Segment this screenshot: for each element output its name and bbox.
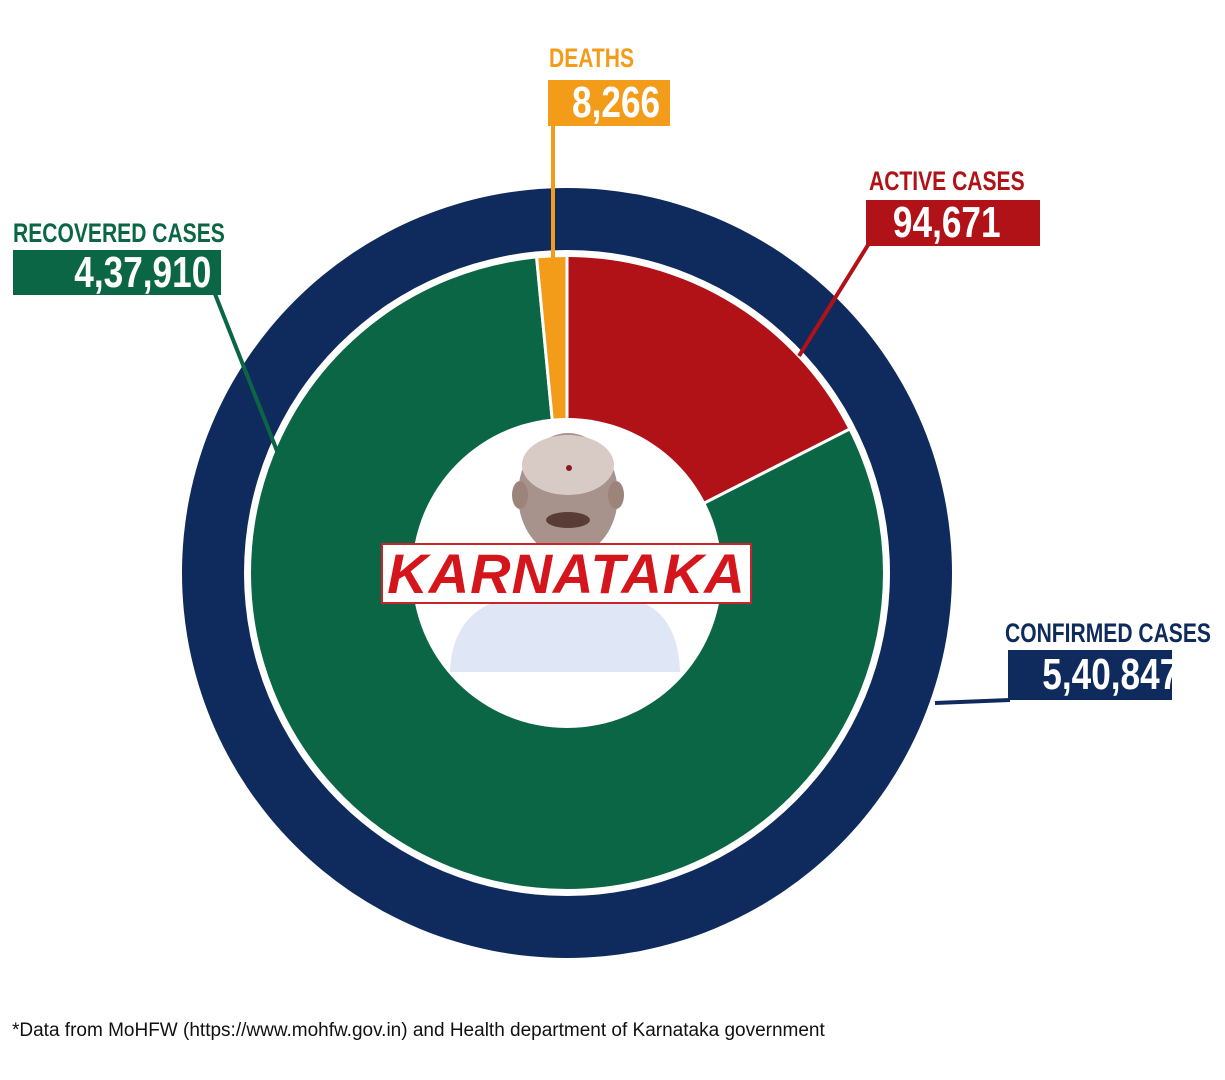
- active-label: ACTIVE CASES: [869, 166, 1025, 196]
- deaths-value: 8,266: [548, 80, 670, 126]
- recovered-leader-line: [213, 293, 281, 457]
- confirmed-label: CONFIRMED CASES: [1005, 618, 1211, 648]
- confirmed-value: 5,40,847: [1008, 650, 1179, 700]
- deaths-label: DEATHS: [549, 43, 635, 73]
- active-value: 94,671: [866, 200, 1040, 246]
- confirmed-leader-line: [934, 698, 1011, 705]
- recovered-value: 4,37,910: [13, 250, 221, 296]
- portrait-illustration: [450, 433, 680, 672]
- footnote: *Data from MoHFW (https://www.mohfw.gov.…: [12, 1020, 825, 1041]
- chart-title-banner: KARNATAKA: [381, 543, 752, 604]
- pie-outline: [247, 253, 887, 893]
- recovered-label: RECOVERED CASES: [13, 218, 225, 248]
- active-leader-line: [797, 243, 870, 358]
